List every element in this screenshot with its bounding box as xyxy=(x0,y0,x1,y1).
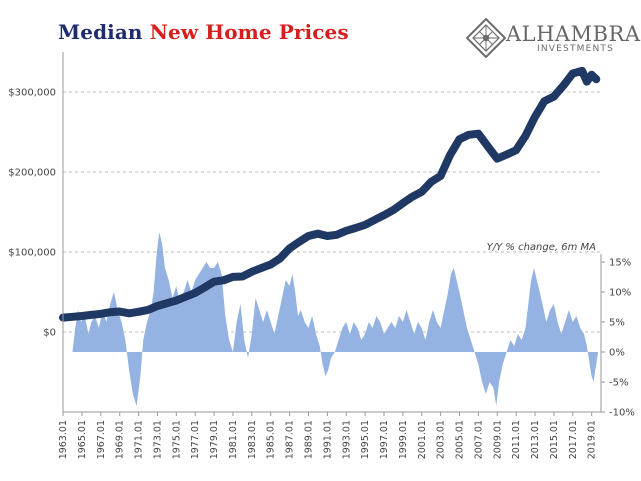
median-price-line xyxy=(59,66,601,322)
right-tick-label-3: 5% xyxy=(609,318,625,329)
brand-subtitle: INVESTMENTS xyxy=(537,44,615,54)
chart-title-part-1: Median xyxy=(58,20,150,44)
x-tick-label-24: 2011.01 xyxy=(511,420,522,459)
x-tick-label-14: 1991.01 xyxy=(322,420,333,459)
right-tick-label-4: 10% xyxy=(609,288,631,299)
x-tick-label-1: 1965.01 xyxy=(77,420,88,459)
brand-logo: ALHAMBRA INVESTMENTS xyxy=(466,18,640,60)
x-tick-label-25: 2013.01 xyxy=(530,420,541,459)
right-tick-label-5: 15% xyxy=(609,258,631,269)
left-tick-label-2: $200,000 xyxy=(8,168,56,179)
x-tick-label-15: 1993.01 xyxy=(341,420,352,459)
x-tick-label-10: 1983.01 xyxy=(247,420,258,459)
x-tick-label-3: 1969.01 xyxy=(115,420,126,459)
x-tick-label-12: 1987.01 xyxy=(285,420,296,459)
x-tick-label-0: 1963.01 xyxy=(58,420,69,459)
right-axis-title: Y/Y % change, 6m MA xyxy=(487,242,597,253)
yoy-change-area xyxy=(72,232,599,406)
left-tick-label-1: $100,000 xyxy=(8,248,56,259)
x-tick-label-23: 2009.01 xyxy=(492,420,503,459)
x-tick-label-16: 1995.01 xyxy=(360,420,371,459)
x-tick-label-20: 2003.01 xyxy=(436,420,447,459)
x-tick-label-13: 1989.01 xyxy=(303,420,314,459)
x-tick-label-2: 1967.01 xyxy=(96,420,107,459)
x-tick-label-28: 2019.01 xyxy=(587,420,598,459)
x-tick-label-18: 1999.01 xyxy=(398,420,409,459)
x-tick-label-19: 2001.01 xyxy=(417,420,428,459)
x-tick-label-6: 1975.01 xyxy=(171,420,182,459)
left-tick-label-3: $300,000 xyxy=(8,88,56,99)
x-tick-label-8: 1979.01 xyxy=(209,420,220,459)
x-tick-label-9: 1981.01 xyxy=(228,420,239,459)
x-tick-label-17: 1997.01 xyxy=(379,420,390,459)
x-tick-label-11: 1985.01 xyxy=(266,420,277,459)
x-tick-label-27: 2017.01 xyxy=(568,420,579,459)
diamond-lattice-icon xyxy=(466,18,506,58)
left-tick-label-0: $0 xyxy=(43,328,56,339)
right-tick-label-1: -5% xyxy=(609,378,628,389)
right-tick-label-0: -10% xyxy=(609,408,635,419)
chart-title-part-2: New Home Prices xyxy=(149,20,349,44)
x-tick-label-22: 2007.01 xyxy=(473,420,484,459)
x-tick-label-5: 1973.01 xyxy=(152,420,163,459)
x-tick-label-7: 1977.01 xyxy=(190,420,201,459)
x-tick-label-26: 2015.01 xyxy=(549,420,560,459)
brand-name: ALHAMBRA xyxy=(506,22,641,46)
x-tick-label-4: 1971.01 xyxy=(134,420,145,459)
chart-title: Median New Home Prices xyxy=(58,20,349,44)
right-tick-label-2: 0% xyxy=(609,348,625,359)
x-tick-label-21: 2005.01 xyxy=(455,420,466,459)
